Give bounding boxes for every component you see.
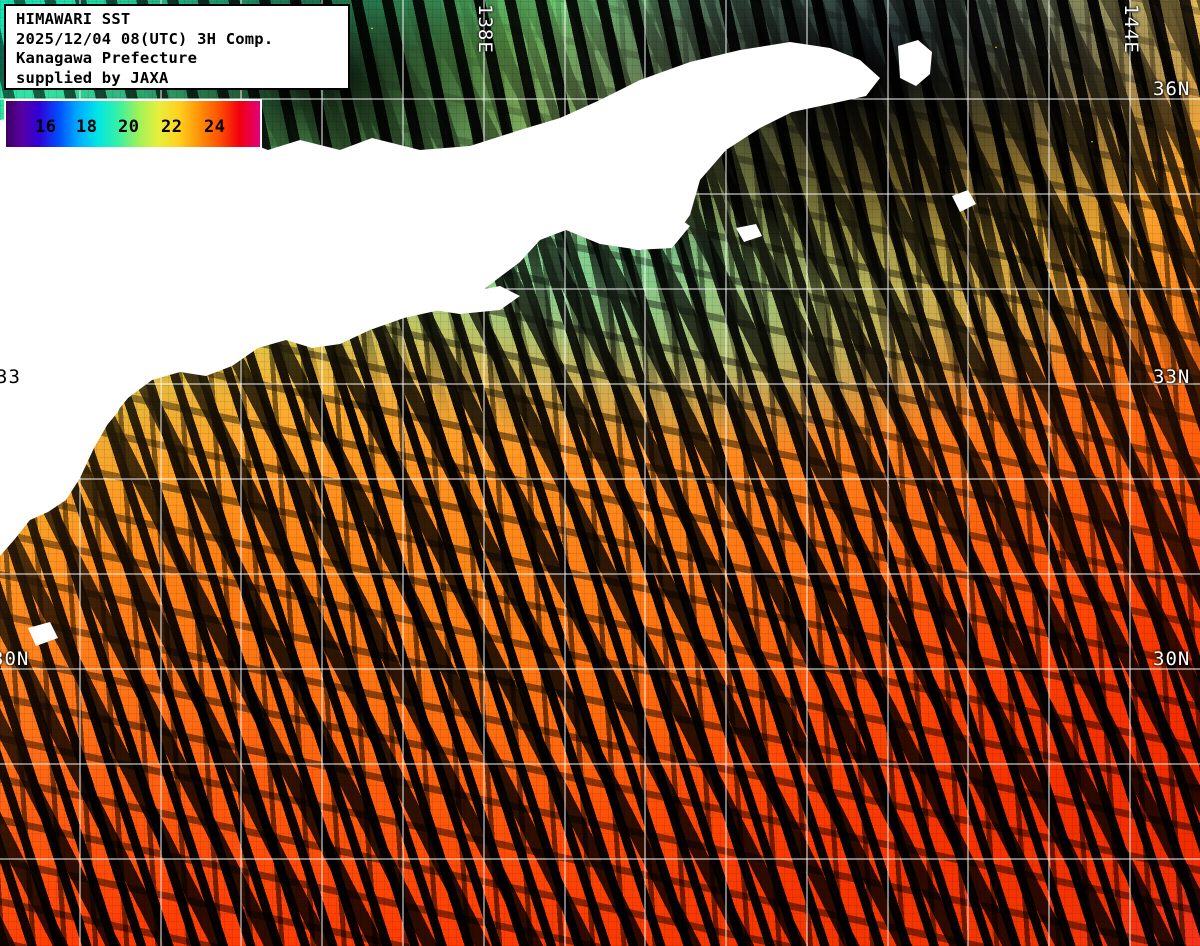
lat-label-33n-right: 33N	[1153, 366, 1191, 388]
sst-colorbar: 16 18 20 22 24	[4, 99, 262, 149]
title-line-product: HIMAWARI SST	[16, 10, 131, 28]
colorbar-tick-22: 22	[161, 117, 183, 137]
lat-label-36n-right: 36N	[1153, 78, 1191, 100]
colorbar-gradient	[6, 101, 260, 147]
colorbar-tick-20: 20	[118, 117, 140, 137]
title-line-provider-region: Kanagawa Prefecture	[16, 49, 198, 67]
lon-label-138e: 138E	[474, 4, 496, 54]
lat-label-33n-left: 33	[0, 366, 21, 388]
graticule-horizontal-lines	[0, 98, 1200, 860]
title-line-source: supplied by JAXA	[16, 68, 169, 87]
lat-label-30n-left: 30N	[0, 648, 30, 670]
graticule-vertical-lines	[79, 0, 1131, 946]
colorbar-tick-18: 18	[76, 117, 98, 137]
colorbar-tick-24: 24	[204, 117, 226, 137]
title-line-datetime: 2025/12/04 08(UTC) 3H Comp.	[16, 29, 274, 48]
lat-label-30n-right: 30N	[1153, 648, 1191, 670]
lon-label-144e: 144E	[1120, 4, 1142, 54]
title-box: HIMAWARI SST 2025/12/04 08(UTC) 3H Comp.…	[4, 4, 350, 90]
colorbar-tick-16: 16	[35, 117, 57, 137]
